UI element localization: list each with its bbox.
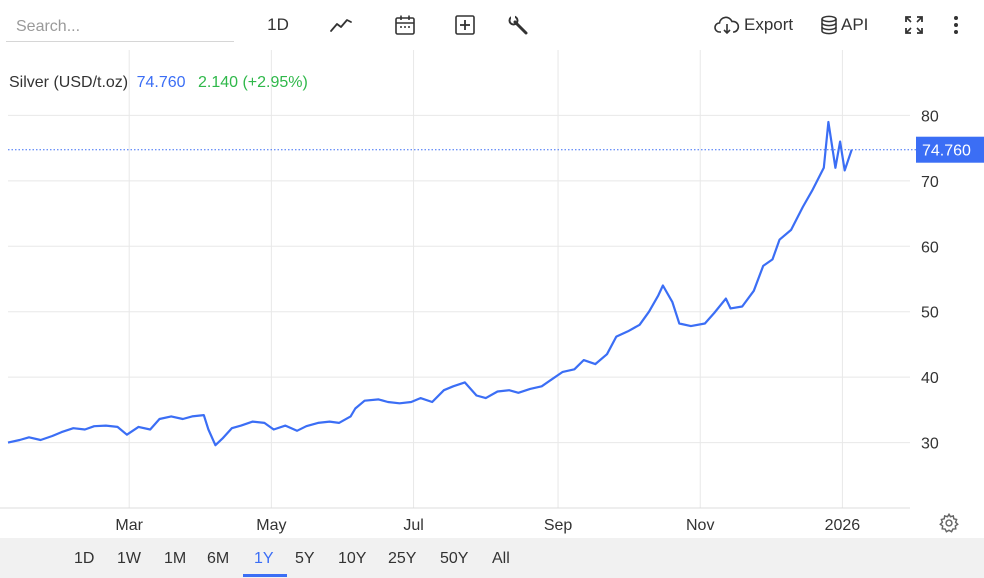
y-tick-label: 40 xyxy=(921,370,939,387)
range-1w[interactable]: 1W xyxy=(117,550,141,567)
y-tick-label: 50 xyxy=(921,305,939,322)
price-chart[interactable]: 30 40 50 60 70 80 Mar May Jul Sep Nov 2026 74.760 xyxy=(0,0,984,538)
chart-grid xyxy=(8,50,910,508)
current-price-tag: 74.760 xyxy=(916,136,984,163)
tools-button[interactable] xyxy=(503,10,533,40)
api-button[interactable]: API xyxy=(820,10,876,40)
range-50y[interactable]: 50Y xyxy=(440,550,469,567)
svg-text:74.760: 74.760 xyxy=(922,143,971,160)
fullscreen-button[interactable] xyxy=(900,10,928,40)
y-tick-label: 80 xyxy=(921,108,939,125)
gear-icon[interactable] xyxy=(938,512,960,534)
x-tick-label: 2026 xyxy=(825,517,861,534)
more-vertical-icon xyxy=(954,16,958,34)
date-range-button[interactable] xyxy=(390,10,420,40)
toolbar: 1D Export xyxy=(0,0,984,50)
range-25y[interactable]: 25Y xyxy=(388,550,417,567)
series-line-silver xyxy=(7,120,853,447)
y-tick-label: 30 xyxy=(921,436,939,453)
last-price: 74.760 xyxy=(136,74,186,91)
range-10y[interactable]: 10Y xyxy=(338,550,367,567)
database-icon xyxy=(821,15,837,35)
range-all[interactable]: All xyxy=(492,550,510,567)
x-tick-label: Mar xyxy=(115,517,143,534)
compare-plus-icon xyxy=(455,15,475,35)
compare-button[interactable] xyxy=(450,10,480,40)
search-input[interactable] xyxy=(6,12,234,42)
symbol-name: Silver (USD/t.oz) xyxy=(9,74,129,91)
api-label: API xyxy=(841,15,869,34)
y-axis: 30 40 50 60 70 80 xyxy=(921,108,939,452)
active-range-indicator xyxy=(243,574,287,577)
range-selector: 1D 1W 1M 6M 1Y 5Y 10Y 25Y 50Y All xyxy=(0,538,984,578)
more-menu-button[interactable] xyxy=(944,10,968,40)
range-6m[interactable]: 6M xyxy=(207,550,230,567)
x-axis: Mar May Jul Sep Nov 2026 xyxy=(0,507,910,534)
range-5y[interactable]: 5Y xyxy=(295,550,315,567)
export-label: Export xyxy=(744,15,794,34)
fullscreen-icon xyxy=(905,16,923,34)
x-tick-label: May xyxy=(256,517,286,534)
y-tick-label: 60 xyxy=(921,239,939,256)
cloud-download-icon xyxy=(714,16,740,35)
wrench-icon xyxy=(508,15,528,35)
x-tick-label: Nov xyxy=(686,517,714,534)
line-chart-icon xyxy=(330,19,352,32)
price-change: 2.140 (+2.95%) xyxy=(197,74,308,91)
interval-button[interactable]: 1D xyxy=(267,15,289,34)
range-1y[interactable]: 1Y xyxy=(254,550,274,567)
chart-type-button[interactable] xyxy=(326,10,356,40)
quote-info: Silver (USD/t.oz) 74.760 2.140 (+2.95%) xyxy=(9,74,308,92)
export-button[interactable]: Export xyxy=(714,10,800,40)
x-tick-label: Jul xyxy=(403,517,423,534)
calendar-icon xyxy=(395,15,415,35)
x-tick-label: Sep xyxy=(544,517,573,534)
y-tick-label: 70 xyxy=(921,174,939,191)
range-1m[interactable]: 1M xyxy=(164,550,187,567)
range-1d[interactable]: 1D xyxy=(74,550,95,567)
